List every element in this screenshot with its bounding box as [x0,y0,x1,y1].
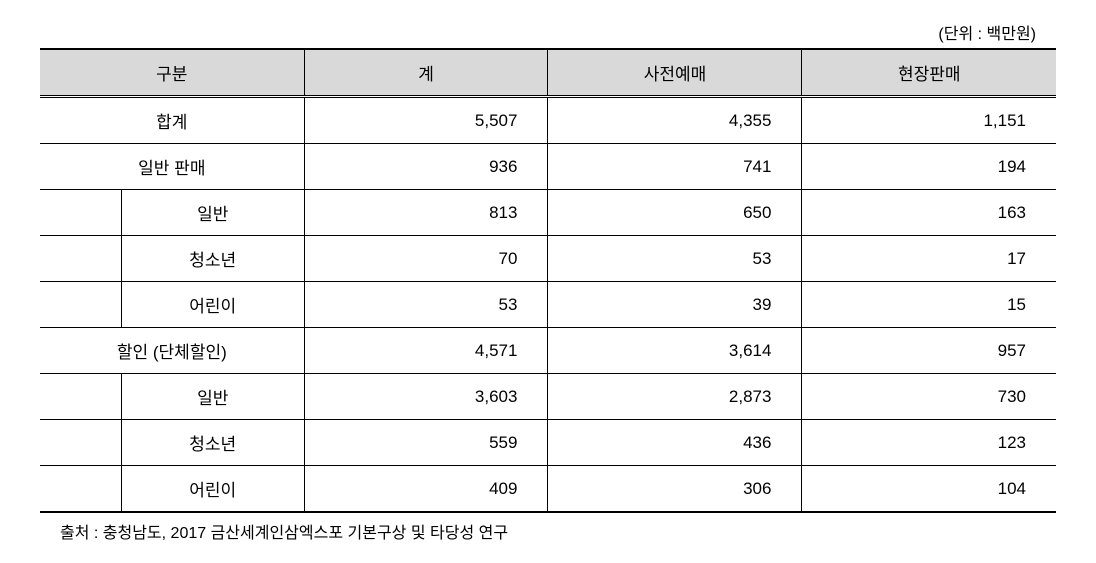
cell-general-sales-general-label: 일반 [121,190,304,236]
unit-label: (단위 : 백만원) [40,20,1056,44]
cell-general-sales-onsite: 194 [802,144,1056,190]
cell-discount-onsite: 957 [802,328,1056,374]
cell-discount-label: 할인 (단체할인) [40,328,304,374]
cell-general-sales-total: 936 [304,144,548,190]
cell-discount-youth-presale: 436 [548,420,802,466]
cell-discount-youth-total: 559 [304,420,548,466]
table-header-row: 구분 계 사전예매 현장판매 [40,49,1056,96]
row-general-sales: 일반 판매 936 741 194 [40,144,1056,190]
header-presale: 사전예매 [548,49,802,96]
cell-indent [40,466,121,513]
cell-general-sales-youth-presale: 53 [548,236,802,282]
cell-discount-youth-onsite: 123 [802,420,1056,466]
cell-discount-presale: 3,614 [548,328,802,374]
row-general-sales-child: 어린이 53 39 15 [40,282,1056,328]
header-onsite: 현장판매 [802,49,1056,96]
cell-discount-general-label: 일반 [121,374,304,420]
header-category: 구분 [40,49,304,96]
cell-discount-general-presale: 2,873 [548,374,802,420]
cell-discount-general-onsite: 730 [802,374,1056,420]
cell-discount-general-total: 3,603 [304,374,548,420]
cell-discount-child-onsite: 104 [802,466,1056,513]
cell-general-sales-youth-total: 70 [304,236,548,282]
cell-discount-youth-label: 청소년 [121,420,304,466]
cell-general-sales-child-onsite: 15 [802,282,1056,328]
cell-general-sales-child-presale: 39 [548,282,802,328]
row-general-sales-general: 일반 813 650 163 [40,190,1056,236]
cell-indent [40,420,121,466]
row-sum: 합계 5,507 4,355 1,151 [40,98,1056,144]
row-discount: 할인 (단체할인) 4,571 3,614 957 [40,328,1056,374]
cell-general-sales-general-presale: 650 [548,190,802,236]
header-total: 계 [304,49,548,96]
cell-indent [40,236,121,282]
cell-general-sales-child-label: 어린이 [121,282,304,328]
row-discount-youth: 청소년 559 436 123 [40,420,1056,466]
cell-discount-child-label: 어린이 [121,466,304,513]
cell-general-sales-presale: 741 [548,144,802,190]
cell-sum-label: 합계 [40,98,304,144]
cell-general-sales-general-total: 813 [304,190,548,236]
cell-general-sales-child-total: 53 [304,282,548,328]
cell-indent [40,374,121,420]
cell-discount-child-presale: 306 [548,466,802,513]
cell-general-sales-youth-label: 청소년 [121,236,304,282]
cell-general-sales-label: 일반 판매 [40,144,304,190]
cell-general-sales-general-onsite: 163 [802,190,1056,236]
cell-general-sales-youth-onsite: 17 [802,236,1056,282]
row-discount-general: 일반 3,603 2,873 730 [40,374,1056,420]
source-label: 출처 : 충청남도, 2017 금산세계인삼엑스포 기본구상 및 타당성 연구 [40,513,1056,543]
row-discount-child: 어린이 409 306 104 [40,466,1056,513]
row-general-sales-youth: 청소년 70 53 17 [40,236,1056,282]
cell-sum-total: 5,507 [304,98,548,144]
cell-indent [40,282,121,328]
cell-discount-total: 4,571 [304,328,548,374]
cell-discount-child-total: 409 [304,466,548,513]
cell-indent [40,190,121,236]
sales-table: 구분 계 사전예매 현장판매 합계 5,507 4,355 1,151 일반 판… [40,48,1056,513]
cell-sum-onsite: 1,151 [802,98,1056,144]
cell-sum-presale: 4,355 [548,98,802,144]
